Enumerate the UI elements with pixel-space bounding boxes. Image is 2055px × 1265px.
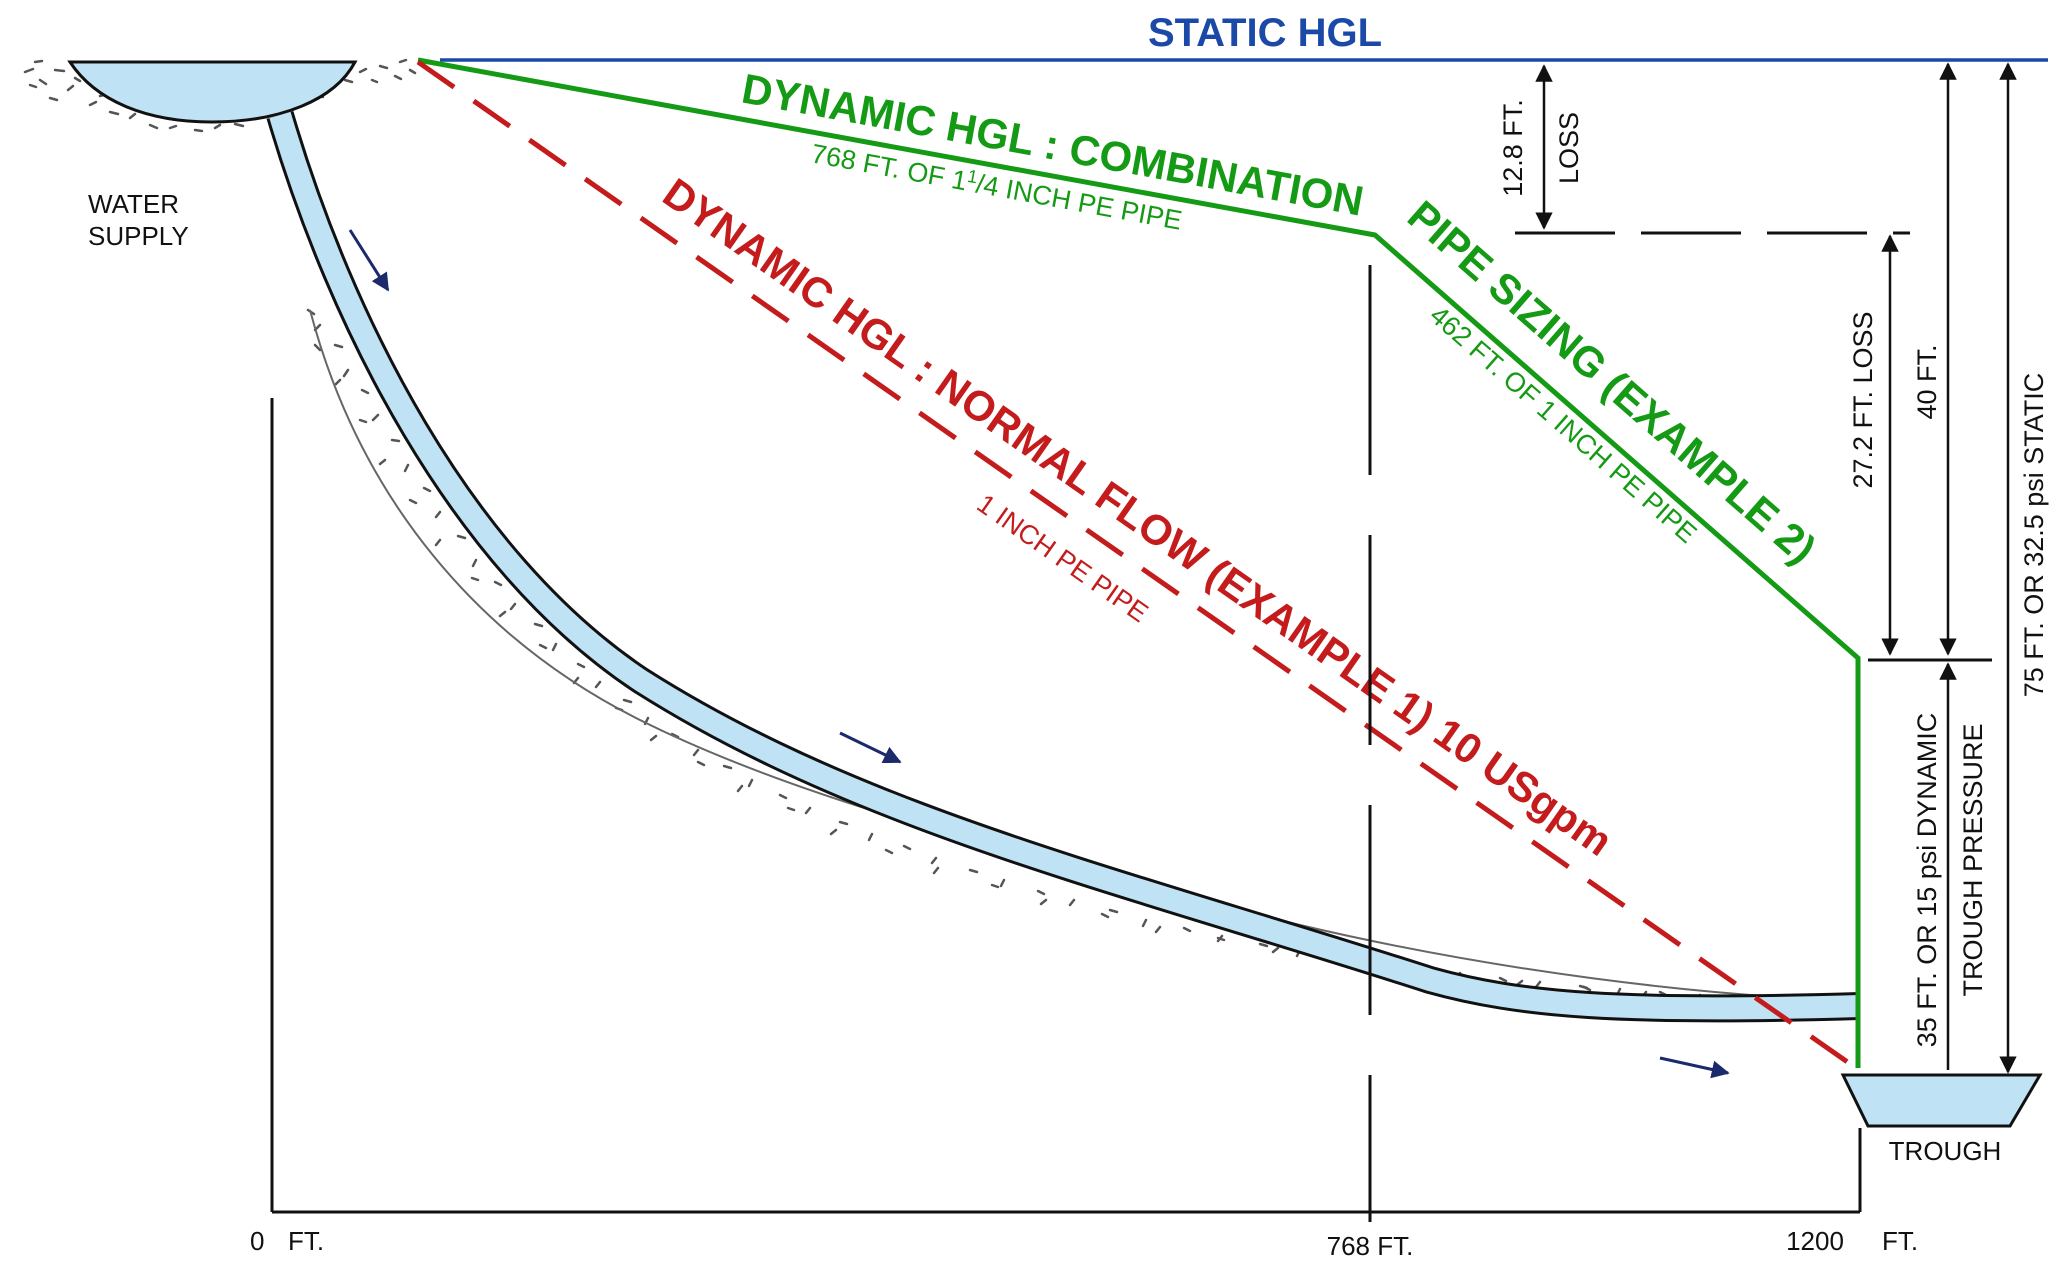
x-axis-mid-label: 768 FT. [1327, 1231, 1414, 1261]
water-supply-label-1: WATER [88, 189, 179, 219]
total-drop-label: 40 FT. [1912, 344, 1942, 419]
loss-top-label-2: LOSS [1554, 112, 1584, 184]
combination-segment1-sup: 1 [966, 166, 979, 187]
hillside-texture [306, 308, 1828, 1007]
water-supply-label-2: SUPPLY [88, 221, 189, 251]
x-axis-end-unit: FT. [1882, 1226, 1918, 1256]
trough-tank [1840, 1073, 2043, 1128]
flow-arrow-3 [1659, 1056, 1730, 1079]
combination-hgl-line [417, 57, 1861, 1068]
x-axis-start-unit: FT. [288, 1226, 324, 1256]
trough-label: TROUGH [1889, 1136, 2002, 1166]
pipe-water [269, 111, 1861, 1020]
flow-arrow-2 [839, 731, 902, 764]
static-hgl-title: STATIC HGL [1148, 11, 1382, 55]
water-supply-pond [67, 60, 358, 124]
dynamic-pressure-label-1: 35 FT. OR 15 psi DYNAMIC [1912, 713, 1942, 1048]
dynamic-pressure-label-2: TROUGH PRESSURE [1958, 723, 1988, 996]
combination-title-part2: PIPE SIZING (EXAMPLE 2) [1399, 191, 1825, 572]
loss-mid-label: 27.2 FT. LOSS [1848, 311, 1878, 488]
x-axis-end-value: 1200 [1786, 1226, 1844, 1256]
flow-arrow-1 [348, 229, 390, 292]
normal-hgl-line [416, 59, 1858, 1071]
combination-segment1-frac: /4 [974, 169, 1002, 203]
x-axis-start-value: 0 [250, 1226, 264, 1256]
loss-top-label-1: 12.8 FT. [1498, 99, 1528, 197]
static-total-label: 75 FT. OR 32.5 psi STATIC [2019, 373, 2049, 698]
